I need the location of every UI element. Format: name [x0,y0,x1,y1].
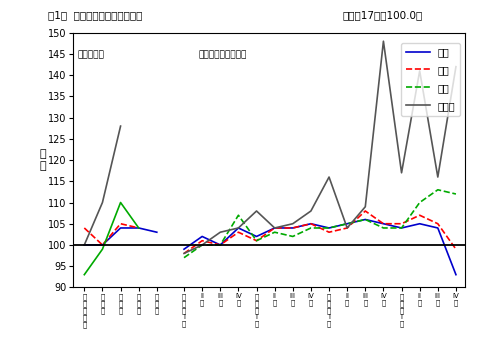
Text: （平成17年＝100.0）: （平成17年＝100.0） [342,10,422,20]
Y-axis label: 指
数: 指 数 [39,149,46,171]
Text: （原指数）: （原指数） [77,50,104,60]
Text: 第1図  千葉県鉱工業指数の推移: 第1図 千葉県鉱工業指数の推移 [48,10,143,20]
Text: （季節調整済指数）: （季節調整済指数） [199,50,247,60]
Legend: 生産, 出荷, 在庫, 在庫率: 生産, 出荷, 在庫, 在庫率 [401,43,460,116]
